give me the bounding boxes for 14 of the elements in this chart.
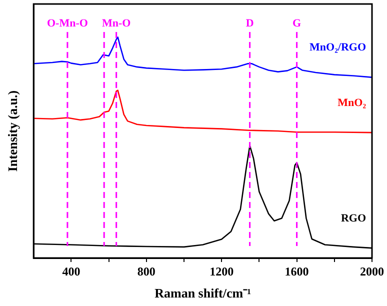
x-tick-label: 1600 (284, 264, 309, 278)
x-axis-title: Raman shift/cm⁻¹ (154, 286, 252, 301)
x-tick-label: 1200 (210, 264, 234, 278)
x-tick-label: 400 (62, 264, 80, 278)
y-axis-title: Intensity (a.u.) (5, 90, 20, 172)
text: MnO₂ (338, 96, 367, 109)
ref-line-label: O-Mn-O (46, 17, 88, 30)
ref-line-label: D (246, 17, 254, 30)
ref-line-label: Mn-O (102, 17, 132, 30)
series-label: RGO (340, 212, 366, 224)
x-tick-label: 2000 (360, 264, 384, 278)
series-label: MnO₂/RGO (310, 42, 366, 54)
x-tick-label: 800 (137, 264, 156, 278)
ref-line-label: G (292, 17, 302, 30)
